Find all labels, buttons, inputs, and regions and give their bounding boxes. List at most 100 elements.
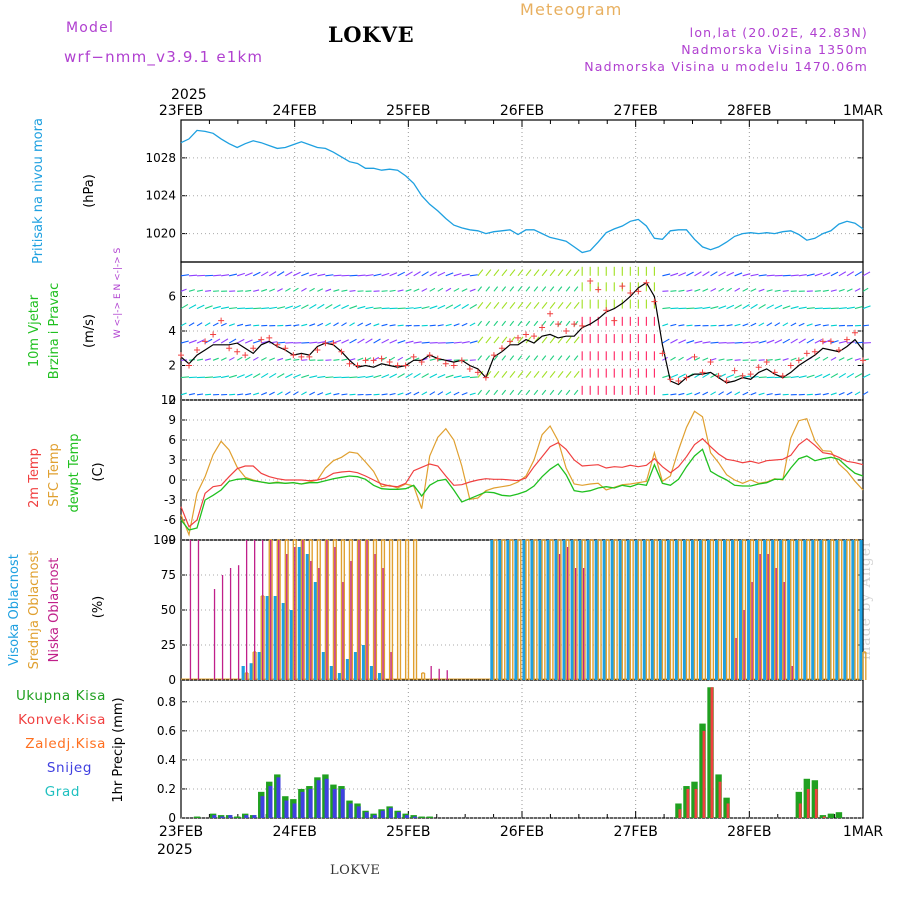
cloud-high-bar <box>265 596 269 680</box>
wind-arrow <box>309 391 316 396</box>
wind-arrow <box>188 304 197 310</box>
precip-snow-bar <box>316 780 321 818</box>
wind-arrow <box>509 286 515 292</box>
wind-gust-marker <box>755 364 762 371</box>
y-tick-label-temp: -9 <box>164 533 176 547</box>
wind-arrow <box>357 322 364 327</box>
wind-gust-marker <box>378 355 385 362</box>
wind-arrow <box>237 290 244 292</box>
wind-arrow <box>373 393 380 396</box>
wind-arrow <box>517 286 523 292</box>
wind-arrow <box>838 357 845 361</box>
wind-arrow <box>549 301 556 309</box>
wind-arrow <box>726 391 733 396</box>
wind-arrow <box>429 373 438 379</box>
wind-label: 10m Vjetar <box>27 294 42 367</box>
wind-arrow <box>213 274 222 277</box>
wind-arrow <box>822 392 829 396</box>
wind-arrow <box>525 370 532 378</box>
wind-gust-marker <box>739 372 746 379</box>
wind-arrow <box>549 389 555 396</box>
wind-gust-marker <box>482 374 489 381</box>
wind-gust-marker <box>723 378 730 385</box>
wind-arrow <box>798 322 805 327</box>
t2m-line <box>180 437 864 528</box>
wind-arrow <box>525 286 531 292</box>
wind-arrow <box>221 375 230 379</box>
temp-label-2: SFC Temp <box>47 443 62 507</box>
wind-arrow <box>236 338 245 344</box>
wind-arrow <box>710 391 717 396</box>
wind-arrow <box>702 341 711 344</box>
precip-legend-item: Zaledj.Kisa <box>25 736 106 752</box>
wind-arrow <box>557 286 563 292</box>
wind-arrow <box>854 358 861 361</box>
cloud-high-bar <box>586 540 590 680</box>
wind-gust-marker <box>314 346 321 353</box>
wind-arrow <box>220 338 229 344</box>
wind-arrow <box>509 336 516 344</box>
wind-arrow <box>670 307 679 310</box>
wind-arrow <box>301 341 310 344</box>
wind-arrow <box>212 338 221 344</box>
wind-arrow <box>557 301 564 309</box>
precip-snow-bar <box>244 815 249 818</box>
wind-arrow <box>397 289 404 292</box>
wind-gust-marker <box>683 374 690 381</box>
wind-arrow <box>180 303 189 310</box>
precip-snow-bar <box>276 777 281 818</box>
wind-arrow <box>501 355 507 361</box>
precip-conv-bar <box>686 788 690 818</box>
wind-arrow <box>244 339 253 344</box>
wind-gust-marker <box>715 372 722 379</box>
wind-arrow <box>381 374 390 379</box>
wind-arrow <box>389 272 398 277</box>
cloud-high-bar <box>610 540 614 680</box>
wind-arrow <box>493 336 500 344</box>
x-tick-label-bottom: 23FEB <box>159 824 203 840</box>
wind-arrow <box>405 357 412 361</box>
wind-arrow <box>702 391 709 396</box>
wind-arrow <box>742 273 751 277</box>
wind-arrow <box>766 393 773 396</box>
wind-arrow <box>493 370 500 378</box>
wind-arrow <box>341 304 349 310</box>
precip-snow-bar <box>396 812 401 818</box>
y-tick-label-precip: 0.4 <box>157 753 176 767</box>
y-tick-label-cloud: 75 <box>161 568 176 582</box>
wind-arrow <box>798 306 807 310</box>
wind-arrow <box>517 389 523 396</box>
wind-arrow <box>782 358 789 361</box>
wind-arrow <box>838 372 847 379</box>
wind-arrow <box>533 320 539 327</box>
wind-arrow <box>702 288 709 292</box>
wind-arrow <box>365 274 374 277</box>
wind-arrow <box>790 357 797 361</box>
wind-arrow <box>782 338 791 344</box>
cloud-high-bar <box>690 540 695 680</box>
wind-arrow <box>726 374 735 379</box>
wind-arrow <box>405 392 412 396</box>
dewpt-line <box>180 448 864 531</box>
y-tick-label-wind: 2 <box>168 359 176 373</box>
cloud-high-bar <box>835 540 839 680</box>
precip-snow-bar <box>380 810 385 818</box>
wind-arrow <box>236 374 245 379</box>
wind-arrow <box>301 272 309 277</box>
wind-gust-marker <box>290 352 297 359</box>
wind-arrow <box>517 370 524 378</box>
wind-arrow <box>237 393 244 396</box>
wind-gust-marker <box>234 348 241 355</box>
wind-gust-marker <box>458 357 465 364</box>
wind-arrow <box>565 336 572 344</box>
wind-arrow <box>726 324 733 327</box>
wind-arrow <box>533 370 540 378</box>
wind-gust-marker <box>779 372 786 379</box>
wind-arrow <box>469 376 478 379</box>
precip-conv-bar <box>822 816 826 818</box>
wind-arrow <box>493 355 499 361</box>
wind-arrow <box>301 374 310 379</box>
cloud-high-bar <box>313 582 317 680</box>
cloud-high-bar <box>755 540 759 680</box>
wind-arrow <box>525 269 532 277</box>
